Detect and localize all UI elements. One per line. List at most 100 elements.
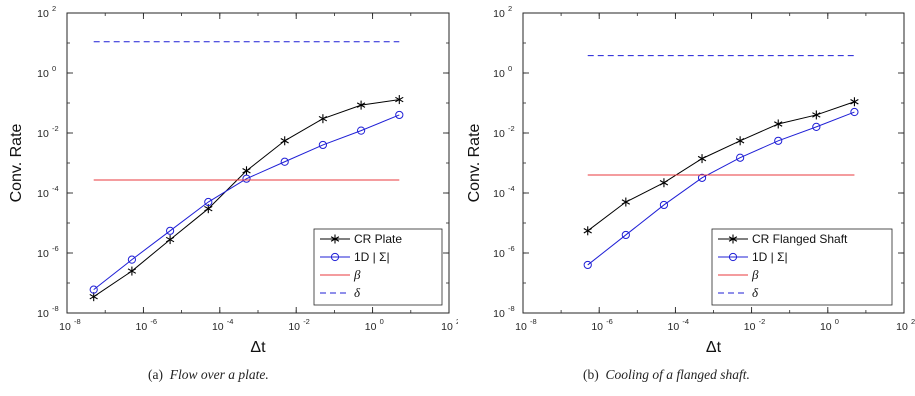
- data-point: [242, 174, 251, 183]
- plot-area-frame: [66, 12, 450, 314]
- legend-label: δ: [354, 285, 361, 300]
- data-point: [736, 153, 745, 162]
- chart-panel-shaft: 10 -8 10 -6 10 -4 10 -2 10 0 10 2 10 -8 10 -6 10 -4 10 -2 10…: [458, 0, 915, 396]
- data-point: [280, 157, 289, 166]
- y-tick-exponent: 0: [508, 64, 512, 73]
- y-tick-label: 10: [37, 308, 49, 320]
- x-tick-exponent: -8: [74, 317, 81, 326]
- data-point: [318, 140, 328, 150]
- legend-box: [711, 228, 893, 306]
- y-tick-label: 10: [493, 248, 505, 260]
- legend-label: δ: [752, 285, 759, 300]
- x-tick-exponent: -2: [759, 317, 766, 326]
- y-tick-label: 10: [493, 128, 505, 140]
- y-tick-exponent: -6: [508, 244, 515, 253]
- y-tick-label: 10: [37, 68, 49, 80]
- x-tick-exponent: -4: [227, 317, 234, 326]
- data-point: [812, 122, 821, 131]
- legend: CR Plate 1D | Σ| βδ: [313, 228, 443, 306]
- data-point: [166, 226, 175, 235]
- series-1d: [89, 110, 404, 294]
- legend: CR Flanged Shaft 1D | Σ| βδ: [711, 228, 893, 306]
- y-tick-label: 10: [493, 188, 505, 200]
- data-point: [89, 285, 98, 294]
- series-cr-flanged-shaft: [583, 97, 859, 236]
- caption-shaft: (b) Cooling of a flanged shaft.: [583, 367, 750, 383]
- x-tick-label: 10: [59, 321, 71, 333]
- x-tick-label: 10: [744, 321, 756, 333]
- caption-text: Cooling of a flanged shaft.: [605, 367, 750, 382]
- y-tick-exponent: -6: [52, 244, 59, 253]
- data-point: [242, 166, 251, 176]
- x-tick-label: 10: [365, 321, 377, 333]
- y-tick-exponent: -2: [508, 124, 515, 133]
- x-axis-label: Δt: [250, 339, 266, 356]
- x-tick-label: 10: [212, 321, 224, 333]
- legend-marker: [728, 252, 738, 262]
- x-axis-label: Δt: [706, 339, 722, 356]
- y-tick-exponent: 2: [508, 4, 512, 13]
- caption-label: (a): [148, 367, 163, 382]
- data-point: [356, 100, 366, 110]
- legend-label: CR Plate: [354, 232, 402, 246]
- legend-label: CR Flanged Shaft: [752, 232, 848, 246]
- plot-area-frame: [522, 12, 905, 314]
- x-tick-label: 10: [515, 321, 527, 333]
- y-tick-label: 10: [37, 128, 49, 140]
- x-tick-label: 10: [591, 321, 603, 333]
- x-tick-exponent: 2: [456, 317, 458, 326]
- data-point: [621, 197, 631, 207]
- caption-text: Flow over a plate.: [169, 367, 269, 382]
- x-tick-exponent: -8: [530, 317, 537, 326]
- series-line: [587, 111, 855, 266]
- x-tick-label: 10: [896, 321, 908, 333]
- y-tick-label: 10: [493, 8, 505, 20]
- y-axis-label: Conv. Rate: [8, 123, 25, 202]
- x-tick-exponent: -4: [682, 317, 689, 326]
- legend-marker: [728, 234, 738, 244]
- data-point: [204, 197, 213, 207]
- data-point: [697, 173, 707, 182]
- legend-marker: [330, 252, 340, 262]
- y-axis-label: Conv. Rate: [466, 123, 483, 202]
- x-tick-exponent: -6: [150, 317, 157, 326]
- data-point: [395, 95, 404, 105]
- y-tick-label: 10: [493, 308, 505, 320]
- data-point: [621, 230, 630, 240]
- y-tick-exponent: 0: [52, 64, 56, 73]
- x-tick-label: 10: [288, 321, 300, 333]
- legend-label: β: [751, 267, 759, 282]
- caption-label: (b): [583, 367, 599, 382]
- data-point: [812, 110, 821, 120]
- legend-label: β: [353, 267, 361, 282]
- y-tick-exponent: -4: [52, 184, 59, 193]
- x-tick-exponent: 2: [911, 317, 915, 326]
- series-line: [93, 114, 400, 291]
- x-tick-exponent: 0: [835, 317, 839, 326]
- series-cr-plate: [89, 95, 404, 302]
- x-tick-label: 10: [668, 321, 680, 333]
- series-line: [587, 101, 855, 232]
- y-tick-label: 10: [37, 188, 49, 200]
- data-point: [659, 178, 669, 188]
- data-point: [280, 136, 289, 146]
- series-1d: [583, 107, 859, 270]
- legend-marker: [330, 234, 340, 244]
- data-point: [127, 266, 137, 276]
- caption-plate: (a) Flow over a plate.: [148, 367, 269, 383]
- data-point: [774, 136, 783, 145]
- data-point: [583, 226, 592, 236]
- x-tick-exponent: -6: [606, 317, 613, 326]
- y-tick-exponent: 2: [52, 4, 56, 13]
- data-point: [697, 154, 707, 164]
- x-tick-label: 10: [441, 321, 453, 333]
- legend-label: 1D | Σ|: [752, 250, 788, 264]
- y-tick-exponent: -8: [52, 304, 59, 313]
- data-point: [127, 255, 137, 264]
- x-tick-exponent: -2: [303, 317, 310, 326]
- y-tick-label: 10: [37, 248, 49, 260]
- y-tick-label: 10: [37, 8, 49, 20]
- x-tick-label: 10: [820, 321, 832, 333]
- data-point: [318, 114, 328, 124]
- y-tick-exponent: -4: [508, 184, 515, 193]
